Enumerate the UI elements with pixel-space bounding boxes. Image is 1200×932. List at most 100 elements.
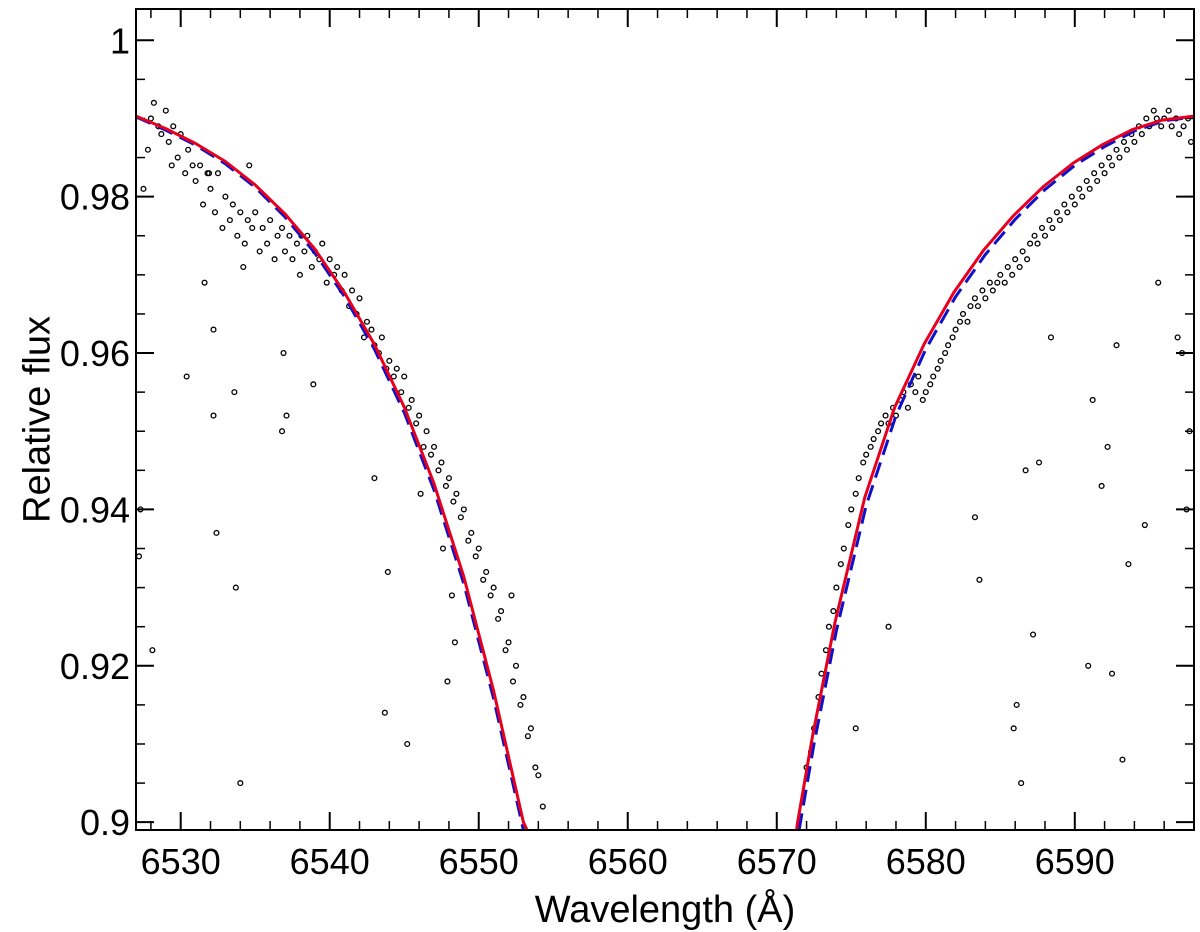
data-point: [158, 131, 165, 138]
data-point: [502, 647, 509, 654]
data-point: [264, 240, 271, 247]
data-point: [520, 694, 527, 701]
data-point: [465, 537, 472, 544]
data-point: [1027, 240, 1034, 247]
minor-ticks: [136, 9, 1195, 830]
data-point: [280, 349, 287, 357]
data-point: [1089, 396, 1096, 404]
data-point: [1041, 232, 1049, 239]
data-point: [334, 263, 341, 271]
data-point: [468, 529, 475, 536]
data-point: [852, 490, 859, 497]
data-point: [183, 373, 190, 380]
data-point: [170, 123, 177, 130]
data-point: [267, 217, 274, 224]
solid-model-right-wing: [795, 114, 1194, 830]
dashed-model-left-wing: [136, 115, 526, 830]
data-point: [271, 256, 278, 263]
data-point: [460, 506, 467, 513]
x-tick-label: 6550: [439, 841, 519, 882]
data-point: [959, 310, 967, 317]
data-point: [1158, 123, 1165, 130]
data-point: [445, 475, 452, 482]
data-point: [1056, 217, 1063, 224]
data-point: [971, 514, 978, 521]
data-point: [444, 678, 451, 685]
plot-frame: [135, 8, 1195, 831]
data-point: [384, 568, 391, 576]
data-point: [956, 318, 964, 325]
x-tick-label: 6530: [141, 841, 221, 882]
data-point: [840, 545, 847, 552]
data-point: [1179, 349, 1186, 357]
major-ticks: [136, 9, 1194, 830]
data-point: [1106, 154, 1113, 161]
data-point: [1091, 170, 1098, 177]
data-point: [1168, 123, 1175, 130]
data-point: [341, 271, 348, 278]
data-point: [207, 185, 214, 192]
data-point: [1119, 756, 1126, 763]
data-point: [982, 295, 989, 302]
data-point: [244, 217, 251, 224]
y-tick-label: 0.94: [60, 489, 130, 530]
data-point: [1186, 428, 1193, 435]
y-tick-label: 0.92: [60, 646, 130, 687]
data-point: [256, 248, 263, 255]
data-point: [140, 185, 147, 192]
x-tick-label: 6590: [1035, 841, 1115, 882]
data-point: [144, 146, 151, 153]
data-point: [837, 561, 844, 568]
data-point: [185, 146, 192, 153]
data-point: [875, 428, 882, 435]
data-point: [378, 334, 385, 341]
data-point: [1094, 177, 1101, 185]
data-point: [1141, 522, 1148, 529]
data-point: [994, 279, 1001, 286]
data-point: [237, 209, 244, 216]
data-point: [1009, 271, 1016, 278]
data-point: [289, 256, 296, 263]
data-point: [293, 240, 300, 247]
data-point: [1071, 201, 1078, 208]
data-point: [509, 678, 517, 685]
data-point: [1138, 131, 1145, 138]
data-point: [512, 662, 520, 669]
data-point: [205, 170, 213, 177]
data-point: [1174, 334, 1181, 341]
data-point: [457, 514, 464, 521]
data-point: [381, 709, 388, 716]
data-point: [1085, 662, 1092, 669]
solid-model-left-wing: [136, 114, 529, 830]
data-point: [483, 568, 490, 576]
data-point: [274, 232, 281, 239]
data-point: [1010, 725, 1017, 732]
data-point: [401, 373, 408, 380]
data-point: [870, 435, 877, 443]
data-point: [439, 545, 447, 552]
data-point: [937, 357, 944, 364]
data-point: [1030, 631, 1037, 638]
data-point: [1143, 115, 1150, 122]
data-point: [241, 240, 248, 247]
data-point: [405, 404, 412, 411]
data-point: [1016, 263, 1023, 271]
data-point: [1001, 279, 1008, 286]
data-point: [323, 279, 330, 286]
data-point: [1013, 701, 1020, 708]
data-point: [1083, 177, 1090, 185]
data-point: [495, 615, 502, 622]
data-point: [211, 209, 219, 216]
data-point: [435, 467, 442, 474]
data-point: [1098, 482, 1105, 490]
data-point: [912, 389, 919, 396]
data-point: [997, 271, 1004, 278]
data-point: [508, 592, 515, 599]
data-point: [174, 154, 181, 161]
data-point: [427, 451, 435, 458]
data-point: [390, 373, 397, 380]
data-point: [356, 295, 363, 302]
data-point: [830, 608, 837, 615]
data-point: [451, 639, 458, 646]
data-point: [249, 224, 256, 231]
